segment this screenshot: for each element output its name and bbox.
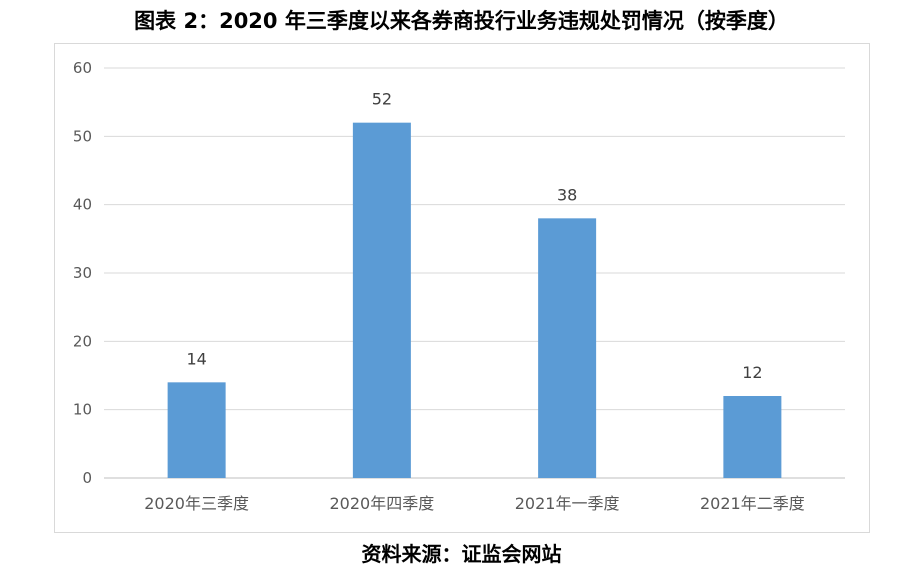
bars	[167, 122, 782, 479]
y-axis-ticks: 0 10 20 30 40 50 60	[73, 59, 92, 487]
x-tick-label: 2021年二季度	[700, 494, 805, 513]
y-tick-label: 10	[73, 401, 92, 419]
y-tick-label: 20	[73, 332, 92, 350]
x-tick-label: 2021年一季度	[515, 494, 620, 513]
bar	[352, 122, 411, 479]
y-tick-label: 30	[73, 264, 92, 282]
y-tick-label: 50	[73, 127, 92, 145]
bar	[723, 396, 782, 478]
x-axis-ticks: 2020年三季度 2020年四季度 2021年一季度 2021年二季度	[144, 494, 804, 513]
y-tick-label: 40	[73, 196, 92, 214]
gridlines	[104, 67, 845, 479]
y-tick-label: 60	[73, 59, 92, 77]
chart-source: 资料来源：证监会网站	[361, 542, 562, 566]
data-label: 14	[186, 349, 206, 368]
x-tick-label: 2020年三季度	[144, 494, 249, 513]
data-label: 52	[372, 90, 392, 109]
data-label: 12	[742, 363, 762, 382]
chart-title: 图表 2：2020 年三季度以来各券商投行业务违规处罚情况（按季度）	[134, 9, 789, 33]
data-label: 38	[557, 185, 577, 204]
data-labels: 14 52 38 12	[186, 90, 762, 382]
bar	[538, 218, 597, 479]
y-tick-label: 0	[82, 469, 92, 487]
x-tick-label: 2020年四季度	[330, 494, 435, 513]
bar	[167, 382, 226, 478]
